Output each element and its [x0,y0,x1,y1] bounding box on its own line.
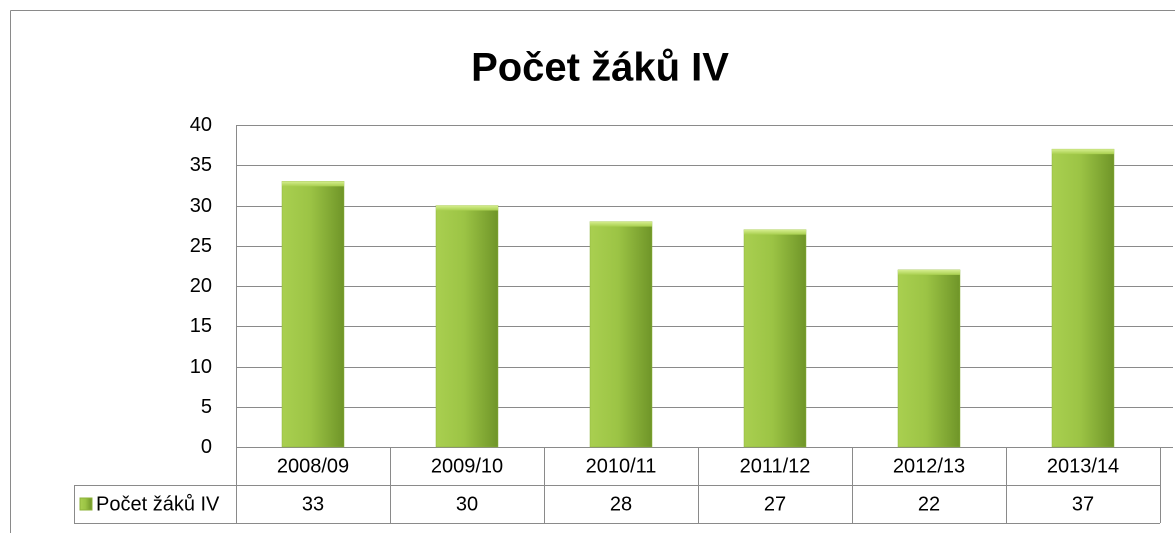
x-tick-label: 2008/09 [277,455,349,477]
bar-top [436,205,498,211]
y-tick-label: 0 [201,436,212,458]
table-value: 33 [302,493,324,515]
bar [281,181,345,448]
y-tick-label: 40 [190,114,212,136]
bar-top [898,269,960,275]
bar [743,229,807,448]
x-tick-label: 2009/10 [431,455,503,477]
bar [897,269,961,448]
bar-top [1052,149,1114,155]
table-value: 37 [1072,493,1094,515]
legend-label: Počet žáků IV [96,493,220,515]
y-tick-label: 15 [190,315,212,337]
table-value: 28 [610,493,632,515]
x-tick-label: 2013/14 [1047,455,1119,477]
x-tick-label: 2011/12 [740,455,811,477]
bar [1051,148,1115,448]
x-tick-label: 2010/11 [586,455,657,477]
y-tick-label: 10 [190,356,212,378]
y-tick-label: 30 [190,195,212,217]
bar-top [744,229,806,235]
x-tick-label: 2012/13 [893,455,965,477]
legend-key [79,497,93,511]
y-tick-label: 5 [201,396,212,418]
y-tick-label: 20 [190,275,212,297]
table-value: 30 [456,493,478,515]
y-tick-label: 25 [190,235,212,257]
chart-title: Počet žáků IV [471,46,729,90]
bar [435,205,499,448]
bar-top [590,221,652,227]
y-tick-label: 35 [190,154,212,176]
bar-top [282,181,344,187]
bar [589,221,653,448]
table-value: 22 [918,493,940,515]
table-value: 27 [764,493,786,515]
